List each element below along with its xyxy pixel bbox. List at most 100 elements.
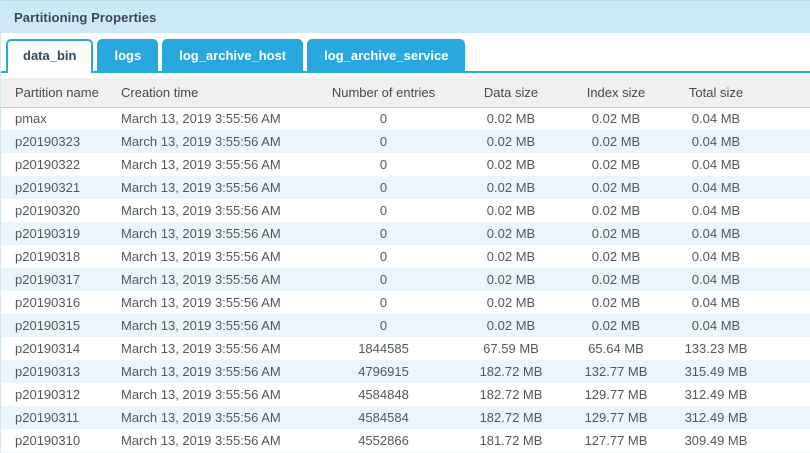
column-header-spacer [776,78,810,108]
number-of-entries-cell: 0 [379,226,388,241]
number-of-entries-cell: 0 [379,180,388,195]
total-size-cell: 0.04 MB [691,295,741,310]
partitions-table-container: Partition name Creation time Number of ent… [1,78,810,453]
panel-titlebar: Partitioning Properties [1,0,810,33]
partition-name-cell: p20190323 [15,134,81,149]
partitions-table: Partition name Creation time Number of ent… [1,78,810,452]
number-of-entries-cell: 4796915 [358,364,409,379]
index-size-cell: 0.02 MB [591,111,641,127]
row-spacer-cell [776,268,810,291]
total-size-cell: 0.04 MB [691,134,741,149]
number-of-entries-cell: 0 [379,249,388,264]
row-spacer-cell [776,291,810,314]
index-size-cell: 0.02 MB [591,272,641,287]
tab-logs[interactable]: logs [97,39,159,71]
row-spacer-cell [776,176,810,199]
data-size-cell: 182.72 MB [479,387,543,402]
table-row: p20190323 March 13, 2019 3:55:56 AM 0 0.02 … [1,130,810,153]
total-size-cell: 0.04 MB [691,249,741,264]
number-of-entries-cell: 1844585 [358,341,409,356]
data-size-cell: 0.02 MB [486,249,536,264]
index-size-cell: 0.02 MB [591,180,641,195]
column-header-partition-name: Partition name [1,78,113,108]
tab-log-archive-host[interactable]: log_archive_host [162,39,304,71]
total-size-cell: 0.04 MB [691,157,741,172]
partition-name-cell: pmax [15,111,47,127]
data-size-cell: 0.02 MB [486,295,536,310]
total-size-cell: 309.49 MB [684,433,748,448]
partition-name-cell: p20190310 [15,433,81,448]
creation-time-cell: March 13, 2019 3:55:56 AM [121,249,281,264]
column-header-number-of-entries: Number of entries [321,78,446,108]
creation-time-cell: March 13, 2019 3:55:56 AM [121,134,281,149]
tab-data-bin[interactable]: data_bin [6,39,94,73]
data-size-cell: 181.72 MB [479,433,543,448]
index-size-cell: 0.02 MB [591,249,641,264]
partition-name-cell: p20190321 [15,180,81,195]
data-size-cell: 0.02 MB [486,157,536,172]
number-of-entries-cell: 0 [379,272,388,287]
index-size-cell: 65.64 MB [588,341,644,356]
data-size-cell: 0.02 MB [486,272,536,287]
total-size-cell: 0.04 MB [691,203,741,218]
creation-time-cell: March 13, 2019 3:55:56 AM [121,433,281,448]
total-size-cell: 312.49 MB [684,387,748,402]
table-row: p20190320 March 13, 2019 3:55:56 AM 0 0.02 … [1,199,810,222]
creation-time-cell: March 13, 2019 3:55:56 AM [121,410,281,425]
row-spacer-cell [776,429,810,452]
index-size-cell: 0.02 MB [591,157,641,172]
row-spacer-cell [776,107,810,130]
table-row: pmax March 13, 2019 3:55:56 AM 0 0.02 MB 0.0… [1,107,810,130]
partition-name-cell: p20190313 [15,364,81,379]
data-size-cell: 0.02 MB [486,134,536,149]
partition-name-cell: p20190312 [15,387,81,402]
total-size-cell: 0.04 MB [691,272,741,287]
row-spacer-cell [776,245,810,268]
partition-name-cell: p20190316 [15,295,81,310]
partition-name-cell: p20190315 [15,318,81,333]
data-size-cell: 0.02 MB [486,111,536,127]
creation-time-cell: March 13, 2019 3:55:56 AM [121,203,281,218]
creation-time-cell: March 13, 2019 3:55:56 AM [121,387,281,402]
number-of-entries-cell: 4584584 [358,410,409,425]
creation-time-cell: March 13, 2019 3:55:56 AM [121,364,281,379]
partition-name-cell: p20190318 [15,249,81,264]
index-size-cell: 0.02 MB [591,226,641,241]
data-size-cell: 0.02 MB [486,203,536,218]
row-spacer-cell [776,360,810,383]
creation-time-cell: March 13, 2019 3:55:56 AM [121,295,281,310]
number-of-entries-cell: 0 [379,111,388,127]
total-size-cell: 0.04 MB [691,180,741,195]
index-size-cell: 127.77 MB [584,433,648,448]
total-size-cell: 315.49 MB [684,364,748,379]
table-row: p20190316 March 13, 2019 3:55:56 AM 0 0.02 … [1,291,810,314]
partition-name-cell: p20190322 [15,157,81,172]
data-size-cell: 0.02 MB [486,318,536,333]
table-row: p20190317 March 13, 2019 3:55:56 AM 0 0.02 … [1,268,810,291]
table-row: p20190315 March 13, 2019 3:55:56 AM 0 0.02 … [1,314,810,337]
total-size-cell: 0.04 MB [691,111,741,127]
row-spacer-cell [776,153,810,176]
data-size-cell: 182.72 MB [479,410,543,425]
index-size-cell: 0.02 MB [591,203,641,218]
tab-log-archive-service[interactable]: log_archive_service [307,39,466,71]
data-size-cell: 182.72 MB [479,364,543,379]
index-size-cell: 129.77 MB [584,387,648,402]
data-size-cell: 0.02 MB [486,226,536,241]
panel-title: Partitioning Properties [14,9,157,25]
column-header-total-size: Total size [656,78,776,108]
row-spacer-cell [776,406,810,429]
table-row: p20190311 March 13, 2019 3:55:56 AM 458458… [1,406,810,429]
data-size-cell: 0.02 MB [486,180,536,195]
index-size-cell: 0.02 MB [591,295,641,310]
index-size-cell: 0.02 MB [591,134,641,149]
row-spacer-cell [776,199,810,222]
number-of-entries-cell: 0 [379,157,388,172]
table-row: p20190313 March 13, 2019 3:55:56 AM 479691… [1,360,810,383]
number-of-entries-cell: 0 [379,318,388,333]
creation-time-cell: March 13, 2019 3:55:56 AM [121,180,281,195]
index-size-cell: 0.02 MB [591,318,641,333]
total-size-cell: 0.04 MB [691,226,741,241]
row-spacer-cell [776,337,810,360]
